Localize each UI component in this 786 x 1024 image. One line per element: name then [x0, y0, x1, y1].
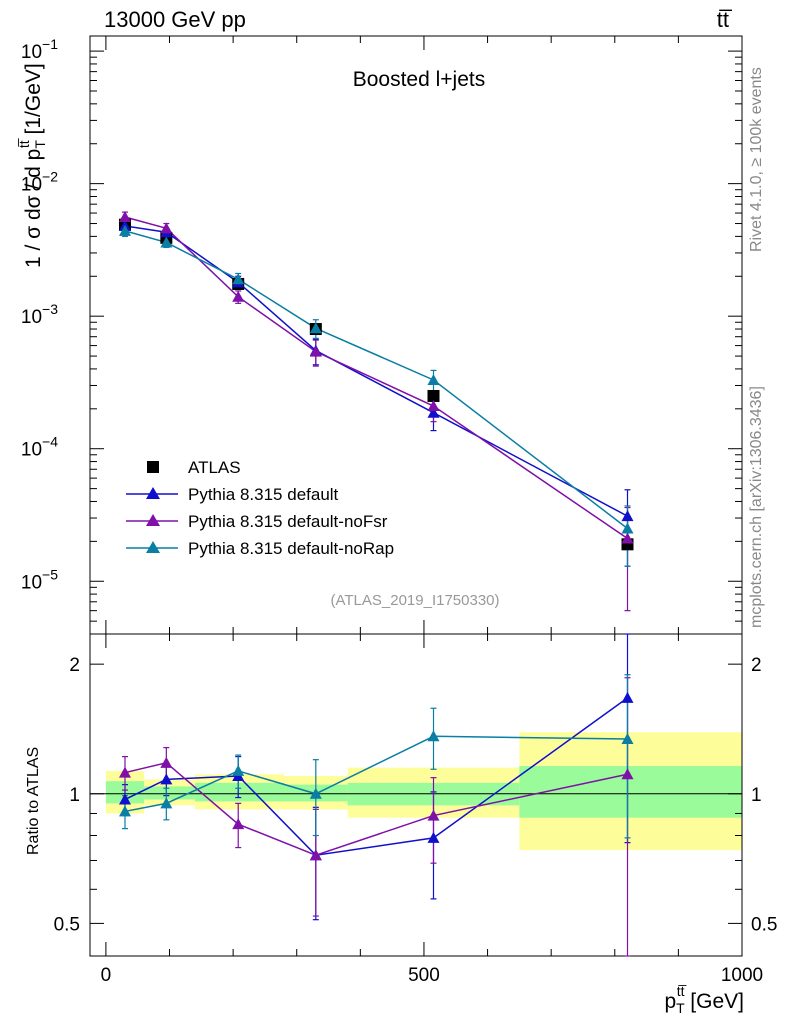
main-nofsr-point-2: [232, 290, 245, 302]
main-nofsr-point-4: [427, 400, 440, 412]
main-norap-line: [124, 230, 628, 530]
rivet-label: Rivet 4.1.0, ≥ 100k events: [748, 67, 765, 252]
legend-marker-norap: [146, 541, 160, 553]
main-y-tick-label-4: 10−1: [21, 36, 58, 63]
main-norap-point-3: [309, 322, 322, 334]
legend-entry-norap: Pythia 8.315 default-noRap: [126, 539, 394, 558]
ratio-nofsr-point-5: [621, 768, 634, 780]
main-norap-point-5: [621, 522, 634, 534]
legend-marker-default: [146, 487, 160, 499]
ratio-y-tick-label-left-1: 1: [69, 785, 80, 806]
x-tick-label-1: 500: [408, 965, 440, 986]
legend-label-atlas: ATLAS: [188, 458, 241, 477]
legend-label-default: Pythia 8.315 default: [188, 485, 339, 504]
x-tick-label-0: 0: [101, 965, 112, 986]
ratio-nofsr-point-1: [160, 756, 173, 768]
ratio-plot-area: 0.5 0.5 1 1 2 2 0 500 1000: [54, 633, 777, 986]
ratio-nofsr-point-0: [118, 766, 131, 778]
ratio-nofsr-point-3: [309, 849, 322, 861]
ratio-band-inner-2: [194, 782, 285, 802]
legend-entry-atlas: ATLAS: [147, 458, 241, 477]
main-nofsr-line: [124, 216, 628, 540]
ratio-norap-point-3: [309, 787, 322, 799]
ratio-norap-point-1: [160, 797, 173, 809]
legend-entry-default: Pythia 8.315 default: [126, 485, 339, 504]
ratio-norap-point-5: [621, 733, 634, 745]
ratio-nofsr-line: [124, 762, 628, 857]
main-y-tick-label-1: 10−4: [21, 434, 58, 461]
legend-label-norap: Pythia 8.315 default-noRap: [188, 539, 394, 558]
legend-marker-atlas: [147, 461, 159, 473]
ratio-default-point-5: [621, 691, 634, 703]
main-y-tick-label-2: 10−3: [21, 301, 58, 328]
ratio-norap-point-2: [232, 764, 245, 776]
process-label: tt̅: [717, 7, 733, 32]
ratio-default-point-1: [160, 773, 173, 785]
plot-title: Boosted l+jets: [353, 68, 486, 91]
main-y-tick-label-0: 10−5: [21, 566, 58, 593]
main-nofsr-point-0: [118, 211, 131, 223]
main-y-axis-label: 1 / σ dσ / d pTtt̅ [1/GeV]: [16, 63, 48, 268]
ratio-norap-point-0: [118, 805, 131, 817]
ratio-y-tick-label-right-1: 1: [751, 785, 762, 806]
ratio-band-inner-5: [519, 766, 742, 818]
main-y-tick-label-3: 10−2: [21, 169, 58, 196]
main-nofsr-point-1: [160, 222, 173, 234]
main-default-point-5: [621, 510, 634, 522]
ratio-default-point-0: [118, 793, 131, 805]
x-axis-label: pTtt̅ [GeV]: [664, 983, 744, 1016]
main-default-point-4: [427, 406, 440, 418]
main-norap-point-2: [232, 273, 245, 285]
main-norap-point-0: [118, 224, 131, 236]
ratio-default-line: [124, 697, 628, 857]
ratio-y-tick-label-right-2: 2: [751, 655, 762, 676]
x-tick-label-2: 1000: [721, 965, 763, 986]
main-plot-area: 10−5 10−4 10−3 10−2 10−1: [21, 35, 743, 635]
main-norap-point-4: [427, 373, 440, 385]
ratio-norap-point-4: [427, 730, 440, 742]
main-nofsr-point-5: [621, 532, 634, 544]
main-default-line: [124, 225, 628, 517]
mcplots-label: mcplots.cern.ch [arXiv:1306.3436]: [748, 386, 765, 628]
main-atlas-point-4: [427, 389, 440, 402]
ratio-nofsr-point-4: [427, 809, 440, 821]
main-nofsr-point-3: [309, 345, 322, 357]
legend-label-nofsr: Pythia 8.315 default-noFsr: [188, 512, 388, 531]
analysis-ref: (ATLAS_2019_I1750330): [330, 592, 499, 609]
legend-entry-nofsr: Pythia 8.315 default-noFsr: [126, 512, 388, 531]
ratio-y-tick-label-right-0: 0.5: [751, 914, 777, 935]
ratio-y-axis-label: Ratio to ATLAS: [25, 747, 42, 855]
main-norap-point-1: [160, 236, 173, 248]
ratio-nofsr-point-2: [232, 818, 245, 830]
legend: ATLAS Pythia 8.315 default Pythia 8.315 …: [126, 458, 394, 558]
ratio-norap-line: [124, 735, 628, 813]
ratio-y-tick-label-left-2: 2: [69, 655, 80, 676]
ratio-default-point-4: [427, 831, 440, 843]
legend-marker-nofsr: [146, 514, 160, 526]
ratio-y-tick-label-left-0: 0.5: [54, 914, 80, 935]
ratio-frame: [89, 633, 743, 957]
energy-label: 13000 GeV pp: [104, 7, 246, 32]
ratio-band-inner-1: [144, 786, 195, 800]
